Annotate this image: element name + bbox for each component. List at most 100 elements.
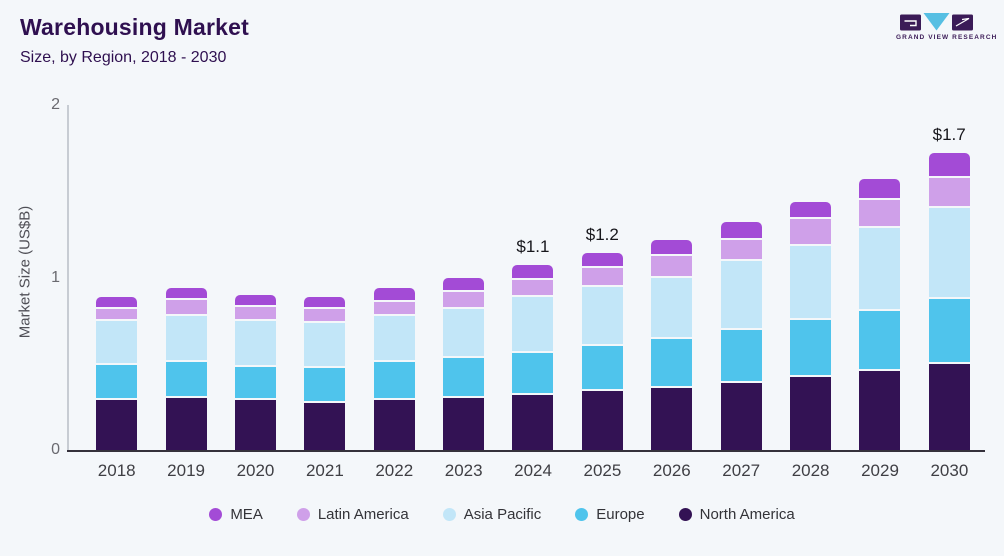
segment-mea[interactable] bbox=[859, 179, 901, 199]
bar-2022[interactable] bbox=[373, 105, 415, 450]
legend-color-dot bbox=[209, 508, 223, 521]
x-tick-label: 2019 bbox=[167, 461, 205, 480]
bar-2021[interactable] bbox=[304, 105, 346, 450]
y-tick-label: 0 bbox=[51, 441, 60, 458]
segment-europe[interactable] bbox=[234, 366, 276, 398]
legend-label: Latin America bbox=[317, 506, 409, 523]
segment-mea[interactable] bbox=[443, 277, 485, 290]
segment-latin-america[interactable] bbox=[96, 308, 138, 320]
value-annotation: $1.2 bbox=[585, 225, 619, 245]
segment-north-america[interactable] bbox=[165, 398, 207, 450]
bar-2025[interactable]: $1.2 bbox=[581, 105, 623, 450]
segment-latin-america[interactable] bbox=[165, 300, 207, 315]
segment-asia-pacific[interactable] bbox=[720, 261, 762, 329]
segment-asia-pacific[interactable] bbox=[443, 309, 485, 357]
bar-2018[interactable] bbox=[96, 105, 138, 450]
segment-mea[interactable] bbox=[581, 253, 623, 266]
segment-europe[interactable] bbox=[512, 352, 554, 393]
segment-mea[interactable] bbox=[789, 201, 831, 218]
bar-2019[interactable] bbox=[165, 105, 207, 450]
segment-north-america[interactable] bbox=[512, 394, 554, 450]
segment-asia-pacific[interactable] bbox=[512, 297, 554, 351]
segment-north-america[interactable] bbox=[581, 391, 623, 450]
segment-asia-pacific[interactable] bbox=[165, 316, 207, 360]
segment-europe[interactable] bbox=[859, 311, 901, 369]
segment-latin-america[interactable] bbox=[304, 308, 346, 322]
segment-europe[interactable] bbox=[373, 361, 415, 398]
segment-north-america[interactable] bbox=[96, 399, 138, 450]
segment-asia-pacific[interactable] bbox=[234, 321, 276, 365]
segment-north-america[interactable] bbox=[859, 370, 901, 450]
segment-latin-america[interactable] bbox=[234, 307, 276, 320]
segment-asia-pacific[interactable] bbox=[928, 207, 970, 298]
segment-mea[interactable] bbox=[304, 296, 346, 307]
segment-mea[interactable] bbox=[165, 287, 207, 299]
segment-asia-pacific[interactable] bbox=[651, 278, 693, 338]
legend-item-europe[interactable]: Europe bbox=[575, 506, 645, 523]
segment-mea[interactable] bbox=[928, 153, 970, 176]
segment-europe[interactable] bbox=[443, 358, 485, 397]
bar-2023[interactable] bbox=[443, 105, 485, 450]
bar-2027[interactable] bbox=[720, 105, 762, 450]
legend-color-dot bbox=[442, 508, 456, 521]
y-tick-label: 2 bbox=[51, 96, 60, 113]
segment-asia-pacific[interactable] bbox=[304, 323, 346, 367]
x-tick-label: 2029 bbox=[861, 461, 899, 480]
segment-latin-america[interactable] bbox=[512, 279, 554, 296]
segment-mea[interactable] bbox=[512, 265, 554, 278]
segment-north-america[interactable] bbox=[234, 399, 276, 450]
segment-north-america[interactable] bbox=[720, 382, 762, 450]
segment-europe[interactable] bbox=[928, 299, 970, 362]
segment-north-america[interactable] bbox=[651, 387, 693, 450]
bar-2028[interactable] bbox=[789, 105, 831, 450]
segment-mea[interactable] bbox=[651, 239, 693, 254]
segment-latin-america[interactable] bbox=[651, 255, 693, 277]
segment-north-america[interactable] bbox=[443, 398, 485, 450]
legend-item-latin-america[interactable]: Latin America bbox=[296, 506, 409, 523]
segment-mea[interactable] bbox=[234, 294, 276, 306]
segment-europe[interactable] bbox=[581, 345, 623, 390]
legend-item-asia-pacific[interactable]: Asia Pacific bbox=[442, 506, 541, 523]
segment-asia-pacific[interactable] bbox=[581, 286, 623, 344]
segment-europe[interactable] bbox=[165, 361, 207, 397]
segment-europe[interactable] bbox=[96, 364, 138, 398]
bar-2030[interactable]: $1.7 bbox=[928, 105, 970, 450]
segment-mea[interactable] bbox=[373, 287, 415, 301]
segment-asia-pacific[interactable] bbox=[373, 316, 415, 360]
segment-europe[interactable] bbox=[720, 330, 762, 381]
segment-latin-america[interactable] bbox=[443, 291, 485, 308]
segment-latin-america[interactable] bbox=[720, 239, 762, 260]
segment-mea[interactable] bbox=[720, 222, 762, 238]
x-tick-label: 2021 bbox=[305, 461, 344, 480]
value-annotation: $1.1 bbox=[516, 237, 550, 257]
bar-2020[interactable] bbox=[234, 105, 276, 450]
segment-mea[interactable] bbox=[96, 296, 138, 307]
legend-item-mea[interactable]: MEA bbox=[209, 506, 263, 523]
segment-north-america[interactable] bbox=[928, 363, 970, 450]
legend-color-dot bbox=[296, 508, 310, 521]
x-tick-label: 2030 bbox=[930, 461, 969, 480]
segment-latin-america[interactable] bbox=[928, 177, 970, 206]
segment-europe[interactable] bbox=[304, 368, 346, 402]
legend-label: North America bbox=[699, 506, 795, 523]
bar-2029[interactable] bbox=[859, 105, 901, 450]
legend-item-north-america[interactable]: North America bbox=[678, 506, 795, 523]
segment-latin-america[interactable] bbox=[581, 267, 623, 285]
segment-asia-pacific[interactable] bbox=[859, 228, 901, 310]
y-tick-label: 1 bbox=[51, 268, 60, 286]
segment-latin-america[interactable] bbox=[373, 302, 415, 315]
segment-north-america[interactable] bbox=[304, 403, 346, 450]
segment-latin-america[interactable] bbox=[789, 219, 831, 244]
segment-north-america[interactable] bbox=[373, 399, 415, 450]
segment-north-america[interactable] bbox=[789, 377, 831, 450]
bar-2026[interactable] bbox=[651, 105, 693, 450]
x-tick-label: 2018 bbox=[97, 461, 136, 480]
segment-europe[interactable] bbox=[651, 339, 693, 386]
segment-asia-pacific[interactable] bbox=[789, 245, 831, 319]
bar-2024[interactable]: $1.1 bbox=[512, 105, 554, 450]
segment-europe[interactable] bbox=[789, 320, 831, 376]
segment-asia-pacific[interactable] bbox=[96, 321, 138, 363]
x-tick-label: 2028 bbox=[791, 461, 830, 480]
segment-latin-america[interactable] bbox=[859, 200, 901, 227]
x-tick-labels: 2018 2019 2020 2021 2022 2023 2024 2025 2026 2027… bbox=[82, 461, 984, 481]
